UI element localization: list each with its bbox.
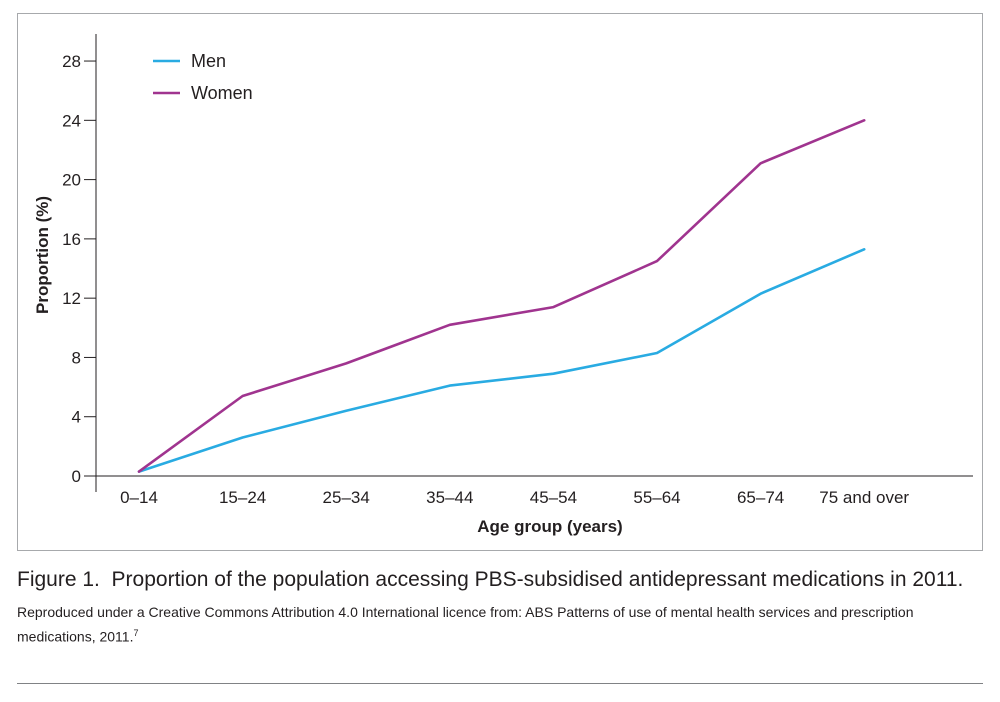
x-tick-label: 65–74 bbox=[737, 488, 784, 507]
x-axis-title: Age group (years) bbox=[477, 517, 622, 536]
chart-legend: Men Women bbox=[153, 51, 253, 103]
figure-label: Figure 1. bbox=[17, 568, 100, 591]
x-tick-label: 55–64 bbox=[633, 488, 680, 507]
caption-source: Reproduced under a Creative Commons Attr… bbox=[17, 602, 983, 648]
y-tick-label: 12 bbox=[62, 289, 81, 308]
y-tick-label: 0 bbox=[72, 467, 81, 486]
y-tick-label: 24 bbox=[62, 111, 81, 130]
y-tick-label: 20 bbox=[62, 171, 81, 190]
legend-label-women: Women bbox=[191, 83, 253, 103]
x-tick-label: 25–34 bbox=[323, 488, 370, 507]
y-tick-label: 28 bbox=[62, 52, 81, 71]
caption-main: Figure 1. Proportion of the population a… bbox=[17, 566, 983, 594]
chart-frame: 0 4 8 12 16 20 24 28 0–14 15–24 25–34 35–44 45–54 55… bbox=[17, 13, 983, 551]
chart-series bbox=[137, 119, 866, 473]
series-line-men bbox=[137, 248, 866, 473]
y-axis-ticks: 0 4 8 12 16 20 24 28 bbox=[62, 52, 96, 486]
source-text: Reproduced under a Creative Commons Attr… bbox=[17, 604, 914, 645]
line-chart: 0 4 8 12 16 20 24 28 0–14 15–24 25–34 35–44 45–54 55… bbox=[33, 34, 973, 536]
y-tick-label: 8 bbox=[72, 348, 81, 367]
x-tick-label: 75 and over bbox=[819, 488, 909, 507]
y-axis-title: Proportion (%) bbox=[33, 196, 52, 314]
series-line-women bbox=[137, 119, 866, 473]
x-tick-label: 35–44 bbox=[426, 488, 473, 507]
x-tick-label: 15–24 bbox=[219, 488, 266, 507]
bottom-divider bbox=[17, 683, 983, 684]
x-tick-label: 45–54 bbox=[530, 488, 577, 507]
y-tick-label: 16 bbox=[62, 230, 81, 249]
x-axis-ticks: 0–14 15–24 25–34 35–44 45–54 55–64 65–74 75 and… bbox=[120, 488, 909, 507]
y-tick-label: 4 bbox=[72, 408, 81, 427]
legend-label-men: Men bbox=[191, 51, 226, 71]
chart-axes bbox=[95, 34, 973, 492]
caption-text: Proportion of the population accessing P… bbox=[111, 568, 964, 591]
source-reference: 7 bbox=[133, 628, 139, 638]
x-tick-label: 0–14 bbox=[120, 488, 158, 507]
figure-caption: Figure 1. Proportion of the population a… bbox=[17, 566, 983, 648]
